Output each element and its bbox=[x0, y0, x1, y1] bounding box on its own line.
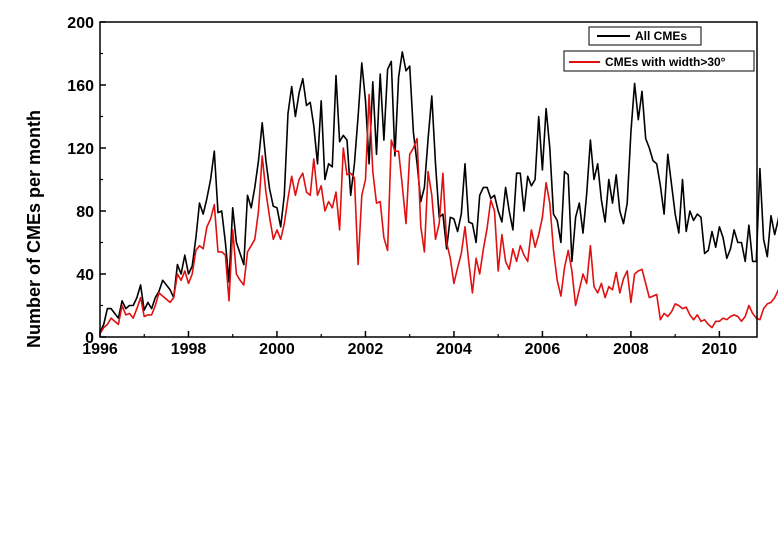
x-tick-label: 2004 bbox=[436, 341, 472, 358]
y-tick-label: 80 bbox=[76, 204, 94, 221]
y-tick-label: 120 bbox=[67, 141, 94, 158]
x-tick-label: 2000 bbox=[259, 341, 295, 358]
x-tick-label: 2008 bbox=[613, 341, 649, 358]
x-tick-label: 1996 bbox=[82, 341, 118, 358]
legend-label-all-cmes: All CMEs bbox=[635, 29, 687, 43]
x-axis-ticks: 1996 1998 2000 2002 2004 2006 2008 2010 bbox=[82, 331, 737, 358]
x-tick-label: 1998 bbox=[171, 341, 207, 358]
series-line-cmes-width-30 bbox=[99, 93, 778, 335]
legend-box-2 bbox=[563, 50, 755, 72]
y-tick-label: 200 bbox=[67, 15, 94, 32]
y-tick-label: 160 bbox=[67, 78, 94, 95]
x-tick-label: 2002 bbox=[348, 341, 384, 358]
plot-frame bbox=[99, 21, 758, 338]
y-axis-title: Number of CMEs per month bbox=[24, 110, 44, 348]
legend-label-cmes-width-30: CMEs with width>30° bbox=[605, 55, 726, 69]
legend: All CMEs CMEs with width>30° bbox=[563, 26, 755, 72]
y-tick-label: 0 bbox=[85, 330, 94, 347]
y-tick-label: 40 bbox=[76, 267, 94, 284]
legend-box-1 bbox=[588, 26, 702, 46]
x-tick-label: 2006 bbox=[525, 341, 561, 358]
x-tick-label: 2010 bbox=[702, 341, 738, 358]
y-axis-ticks: 0 40 80 120 160 200 bbox=[67, 15, 106, 347]
series-line-all-cmes bbox=[99, 51, 778, 333]
